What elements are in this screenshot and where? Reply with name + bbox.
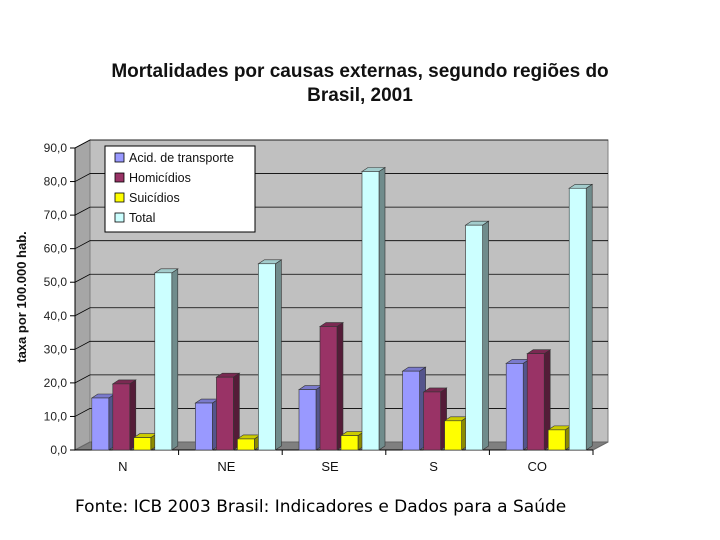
bar [216,376,234,451]
x-tick-label: N [118,459,127,474]
legend-entry: Homicídios [129,171,191,185]
bar [112,383,131,451]
bar [133,437,152,451]
bar [237,438,255,451]
y-tick-label: 60,0 [44,242,68,256]
y-axis-label: taxa por 100.000 hab. [14,231,29,363]
bar [423,391,441,451]
legend: Acid. de transporte Homicídios Suicídios To… [104,145,256,233]
bar [340,435,359,451]
bar [91,397,110,451]
bar [298,389,317,451]
x-tick-label: CO [527,459,547,474]
gridline [74,273,608,283]
y-tick-label: 10,0 [44,409,68,423]
bar-side [585,183,593,451]
y-tick-label: 70,0 [44,208,68,222]
side-wall [74,139,91,451]
bar [361,171,380,451]
legend-entry: Total [129,211,155,225]
bar-side [378,166,386,451]
legend-swatch [114,212,125,223]
bar [319,326,338,451]
gridline [74,307,608,317]
bar [154,272,173,451]
gridline [74,206,608,216]
gridline [74,173,608,182]
legend-box [104,145,256,233]
y-tick-label: 50,0 [44,275,68,289]
y-tick-label: 30,0 [44,342,68,356]
legend-entry: Suicídios [129,191,180,205]
legend-swatch [114,172,125,183]
bar-side [482,220,489,451]
x-tick-label: NE [217,459,235,474]
gridline [74,240,608,250]
source-note: Fonte: ICB 2003 Brasil: Indicadores e Da… [75,497,567,517]
gridline [74,139,608,149]
legend-swatch [114,192,125,203]
y-tick-label: 0,0 [50,443,67,457]
bar [505,363,524,451]
chart-title-line-2: Brasil, 2001 [307,85,413,106]
x-tick-label: SE [321,459,339,474]
bar [444,420,462,451]
bar [568,187,587,451]
bars [90,166,594,451]
legend-swatch [114,152,125,163]
gridlines [74,139,608,417]
chart-title: Mortalidades por causas externas, segund… [60,60,660,108]
bar-side [275,259,282,451]
chart-title-line-1: Mortalidades por causas externas, segund… [111,61,609,82]
legend-entry: Acid. de transporte [129,151,234,165]
bar [402,370,420,451]
bar [195,402,213,451]
axis-labels: 0,0 10,0 20,0 30,0 40,0 50,0 60,0 70,0 80,0 90,0 N… [14,141,547,474]
bar [547,429,566,451]
y-tick-label: 80,0 [44,175,68,189]
bar-side [171,268,179,451]
bar-side [336,321,344,451]
gridline [74,340,608,350]
y-tick-label: 20,0 [44,376,68,390]
bar [465,224,483,451]
bar [526,353,545,451]
y-tick-label: 40,0 [44,309,68,323]
y-tick-label: 90,0 [44,141,68,155]
gridline [74,374,608,384]
x-tick-label: S [429,459,438,474]
bar [258,263,276,451]
